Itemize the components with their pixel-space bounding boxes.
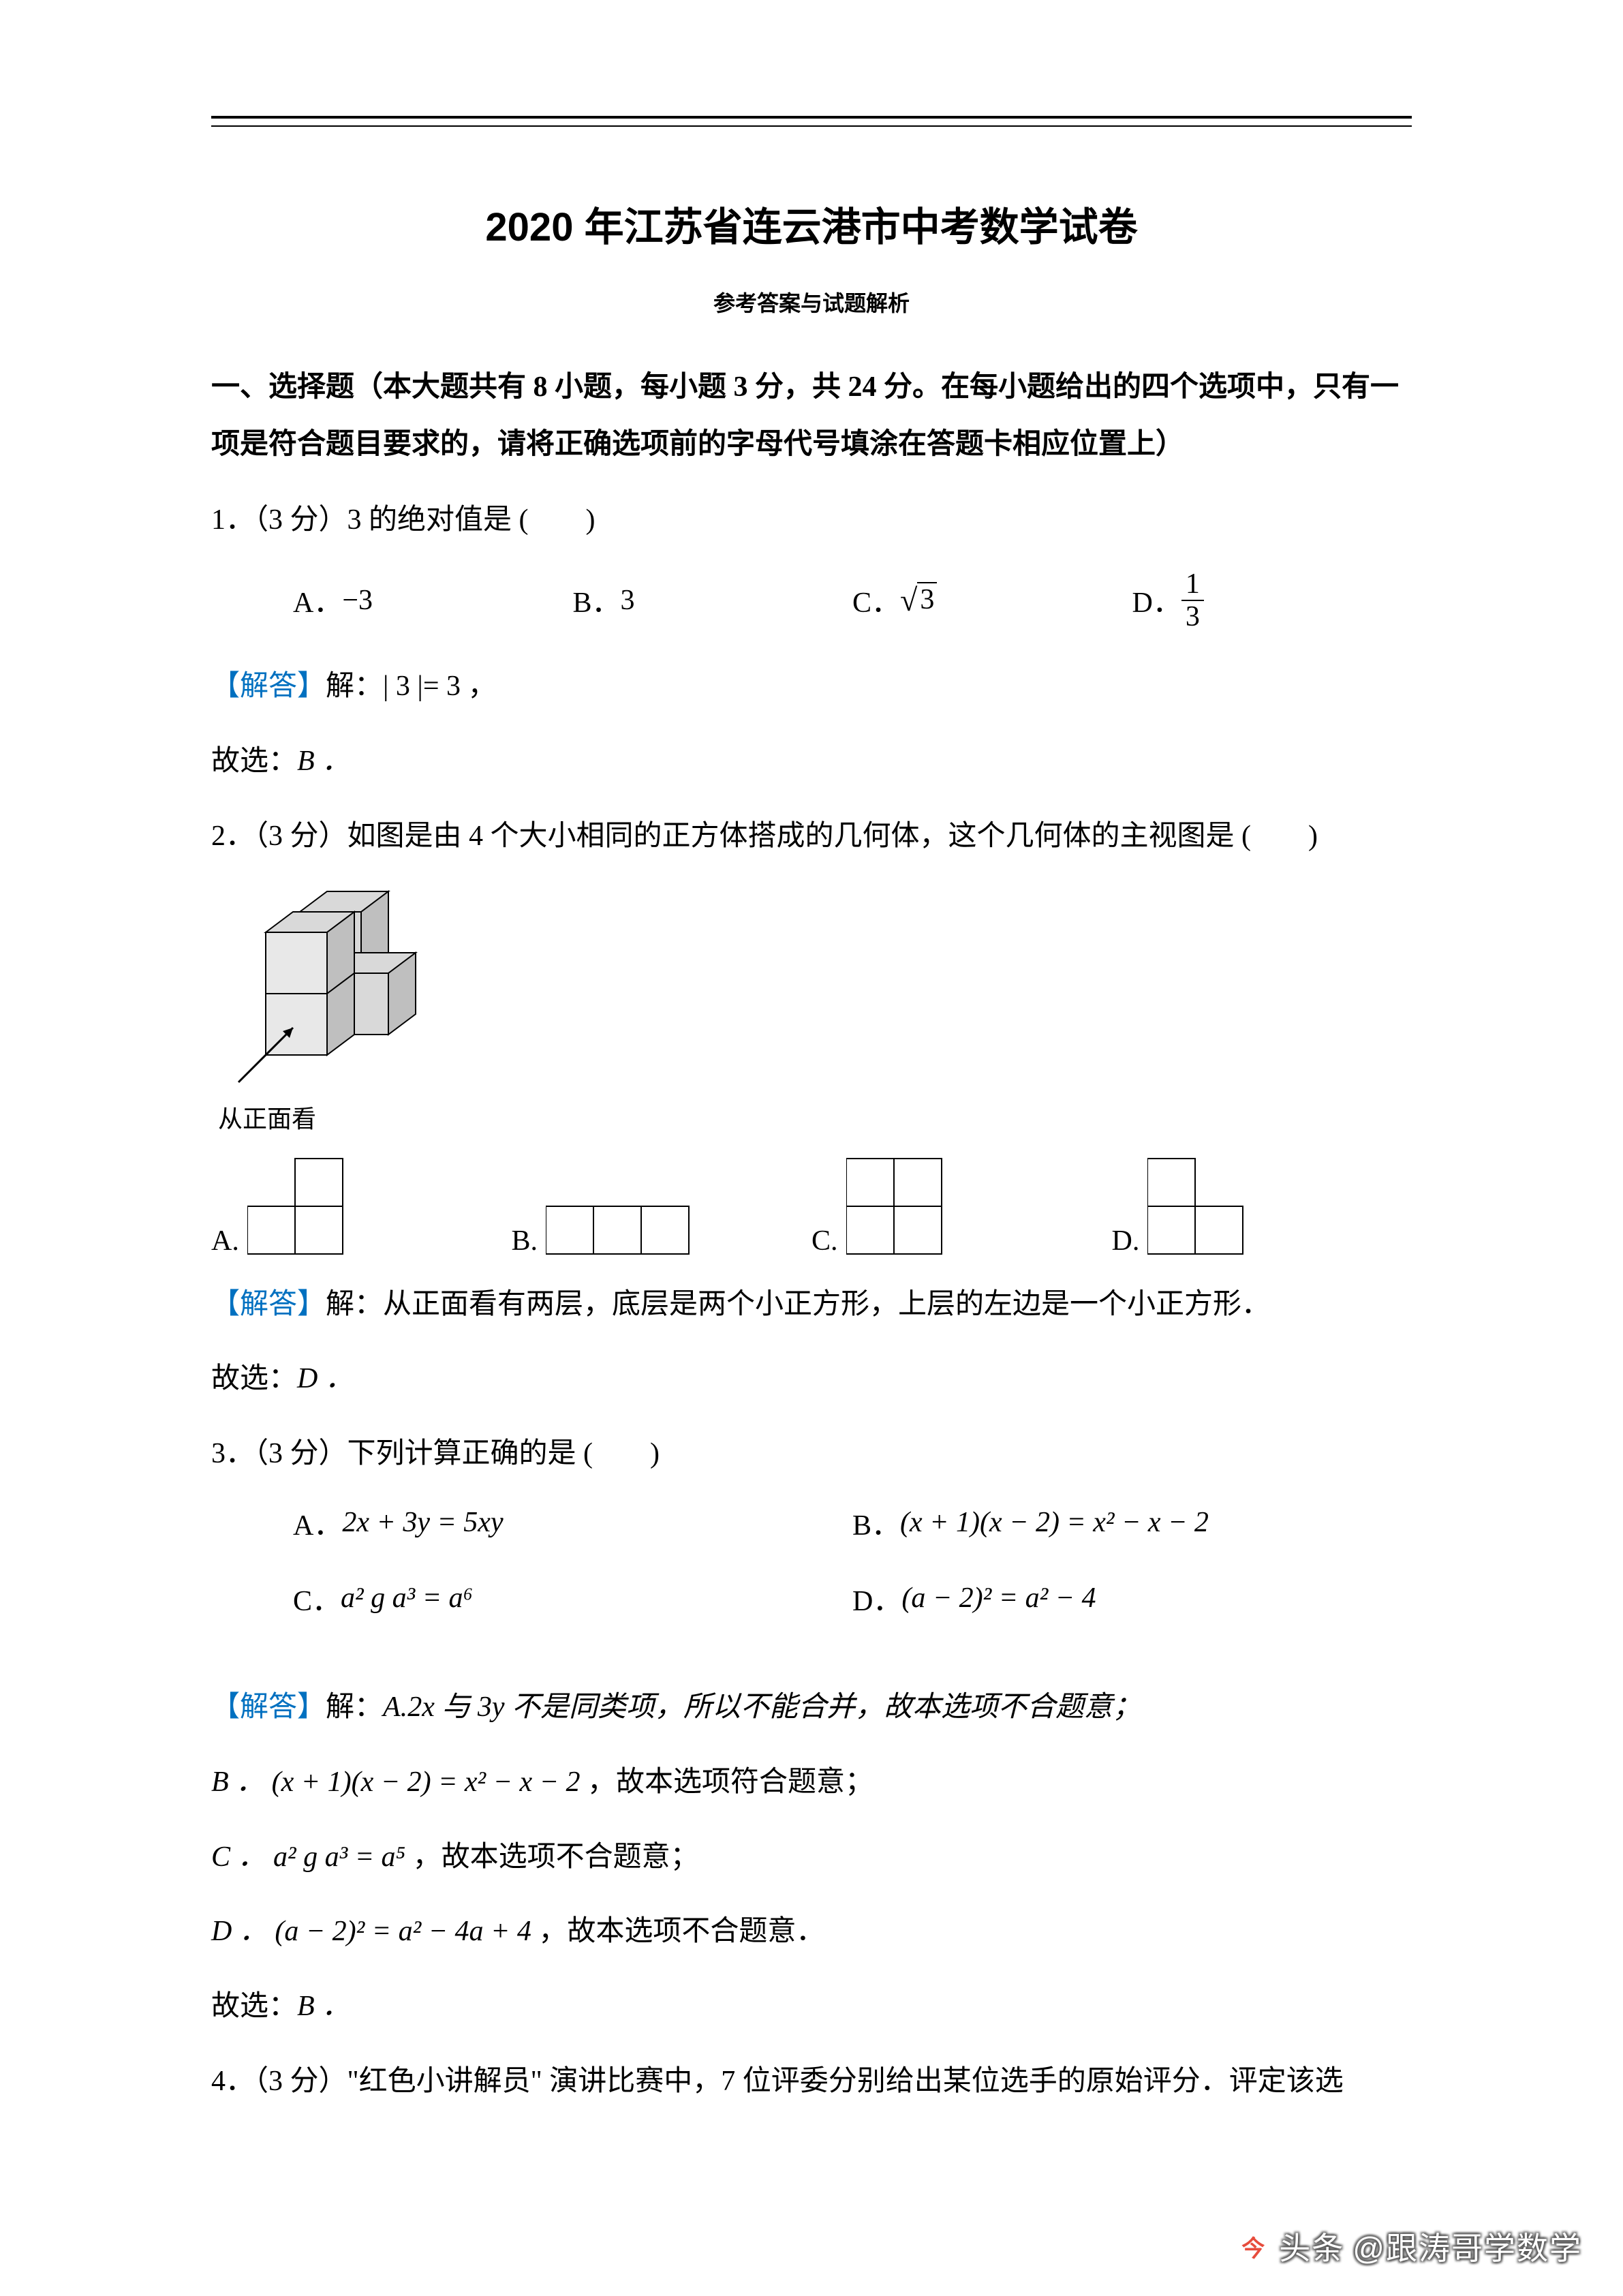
cubes-icon xyxy=(225,885,457,1089)
q2-opt-b: B. xyxy=(512,1203,812,1257)
toutiao-icon: 今 xyxy=(1237,2229,1271,2263)
view-a-icon xyxy=(247,1155,350,1257)
q3-opt-a: A． 2x + 3y = 5xy xyxy=(293,1502,852,1544)
q2-opt-d: D. xyxy=(1112,1155,1412,1257)
q2-front-label: 从正面看 xyxy=(218,1099,1412,1135)
q3-opt-b: B． (x + 1)(x − 2) = x² − x − 2 xyxy=(852,1502,1412,1544)
view-c-icon xyxy=(846,1155,948,1257)
q3-opt-c: C． a² g a³ = a⁶ xyxy=(293,1578,852,1619)
q2-text: 2．（3 分）如图是由 4 个大小相同的正方体搭成的几何体，这个几何体的主视图是… xyxy=(211,810,1412,864)
q3-conclusion: 故选：B ． xyxy=(211,1980,1412,2034)
q2-opt-c: C. xyxy=(812,1155,1112,1257)
exam-title: 2020 年江苏省连云港市中考数学试卷 xyxy=(211,195,1412,252)
q3-answer-b: B ． (x + 1)(x − 2) = x² − x − 2 ，故本选项符合题… xyxy=(211,1756,1412,1810)
q2-conclusion: 故选：D ． xyxy=(211,1352,1412,1407)
q3-text: 3．（3 分）下列计算正确的是 ( ) xyxy=(211,1427,1412,1482)
page: 2020 年江苏省连云港市中考数学试卷 参考答案与试题解析 一、选择题（本大题共… xyxy=(0,0,1623,2296)
q3-answer-c: C ． a² g a³ = a⁵ ，故本选项不合题意； xyxy=(211,1831,1412,1885)
q2-answer: 【解答】解：从正面看有两层，底层是两个小正方形，上层的左边是一个小正方形． xyxy=(211,1278,1412,1332)
section-1-header: 一、选择题（本大题共有 8 小题，每小题 3 分，共 24 分。在每小题给出的四… xyxy=(211,358,1412,473)
q1-opt-d: D． 1 3 xyxy=(1132,568,1412,632)
watermark: 今 头条 @跟涛哥学数学 xyxy=(1237,2224,1582,2269)
q2-opt-a: A. xyxy=(211,1155,512,1257)
q1-opt-c: C． √3 xyxy=(852,579,1132,621)
top-rule-thick xyxy=(211,116,1412,119)
q1-answer: 【解答】解：| 3 |= 3 ， xyxy=(211,660,1412,714)
sqrt-icon: √3 xyxy=(900,582,937,618)
q3-options: A． 2x + 3y = 5xy B． (x + 1)(x − 2) = x² … xyxy=(293,1502,1412,1653)
watermark-brand: 头条 xyxy=(1279,2224,1344,2269)
q1-options: A． −3 B． 3 C． √3 D． 1 3 xyxy=(293,568,1412,632)
view-b-icon xyxy=(546,1203,696,1257)
q2-options: A. B. C. D. xyxy=(211,1155,1412,1257)
top-rule-thin xyxy=(211,125,1412,127)
q4-text: 4．（3 分）"红色小讲解员" 演讲比赛中，7 位评委分别给出某位选手的原始评分… xyxy=(211,2055,1412,2109)
watermark-handle: @跟涛哥学数学 xyxy=(1352,2224,1582,2269)
q1-text: 1．（3 分）3 的绝对值是 ( ) xyxy=(211,493,1412,548)
fraction: 1 3 xyxy=(1181,568,1204,632)
q2-solid-figure xyxy=(225,885,1412,1092)
q1-opt-a: A． −3 xyxy=(293,579,573,621)
q3-answer-a: 【解答】解：A.2x 与 3y 不是同类项，所以不能合并，故本选项不合题意； xyxy=(211,1681,1412,1735)
exam-subtitle: 参考答案与试题解析 xyxy=(211,286,1412,318)
view-d-icon xyxy=(1147,1155,1250,1257)
q3-answer-d: D ． (a − 2)² = a² − 4a + 4 ，故本选项不合题意． xyxy=(211,1905,1412,1959)
q1-conclusion: 故选：B ． xyxy=(211,735,1412,789)
q1-opt-b: B． 3 xyxy=(573,579,853,621)
q3-opt-d: D． (a − 2)² = a² − 4 xyxy=(852,1578,1412,1619)
